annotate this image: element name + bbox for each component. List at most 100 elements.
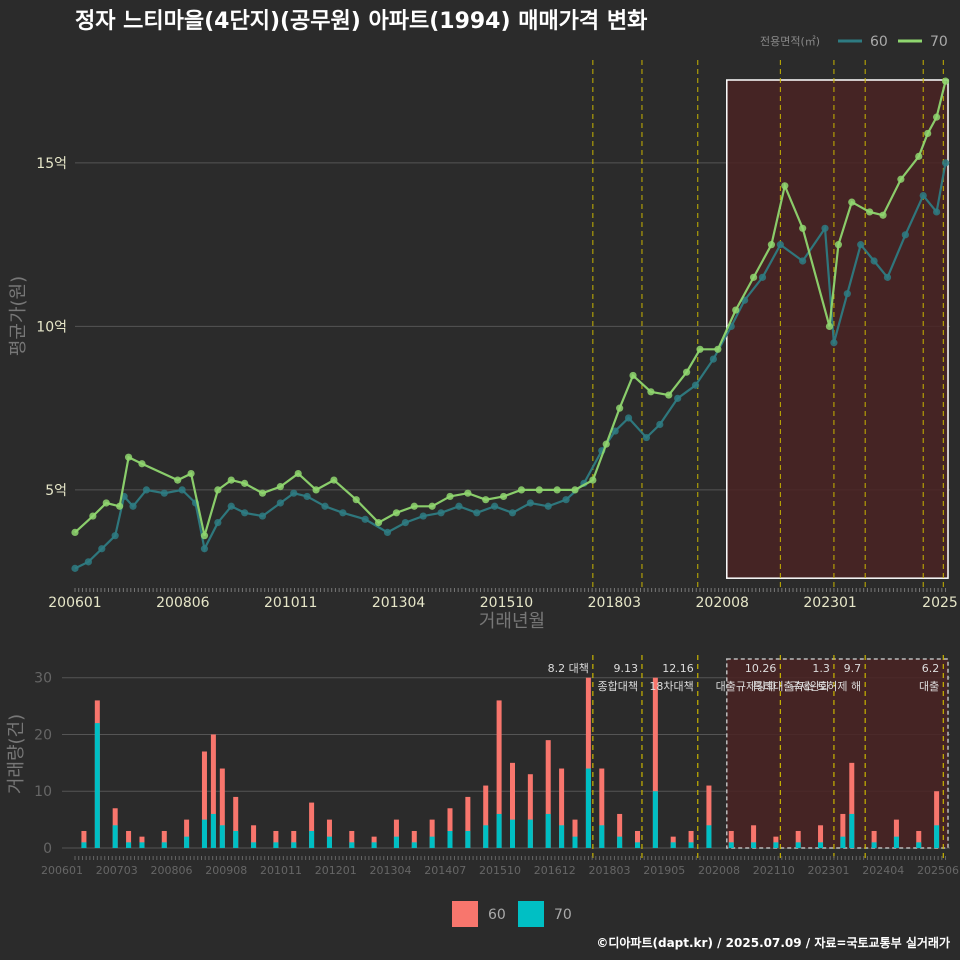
legend-title: 전용면적(㎡) bbox=[760, 35, 820, 48]
volume-bar-70 bbox=[934, 825, 940, 848]
price-x-tick-label: 201011 bbox=[264, 595, 317, 611]
volume-bar-70 bbox=[728, 842, 734, 848]
volume-bar-70 bbox=[139, 842, 145, 848]
volume-bar-60 bbox=[559, 768, 565, 848]
price-point-60 bbox=[258, 512, 267, 520]
price-point-70 bbox=[616, 404, 624, 412]
volume-bar-70 bbox=[309, 830, 315, 848]
volume-bar-70 bbox=[773, 842, 779, 848]
volume-bar-60 bbox=[728, 830, 734, 848]
price-x-tick-label: 200601 bbox=[48, 595, 101, 611]
volume-bar-60 bbox=[688, 830, 694, 848]
volume-bar-70 bbox=[559, 825, 565, 848]
volume-bar-70 bbox=[94, 723, 100, 848]
policy-annotation-date: 12.16 bbox=[662, 662, 694, 675]
price-point-60 bbox=[142, 486, 151, 494]
price-point-70 bbox=[330, 476, 338, 484]
price-point-60 bbox=[227, 502, 235, 510]
volume-x-tick-label: 202008 bbox=[698, 864, 740, 877]
volume-x-tick-label: 202301 bbox=[808, 864, 850, 877]
price-point-70 bbox=[553, 486, 561, 494]
volume-bar-60 bbox=[818, 825, 824, 848]
volume-bar-60 bbox=[585, 677, 591, 848]
price-point-60 bbox=[290, 489, 298, 497]
volume-bar-60 bbox=[233, 796, 239, 848]
price-point-70 bbox=[602, 440, 610, 448]
volume-bar-70 bbox=[635, 842, 640, 848]
volume-x-tick-label: 201510 bbox=[479, 864, 521, 877]
volume-bar-60 bbox=[273, 830, 279, 848]
policy-annotation-label: 대출 bbox=[919, 680, 939, 693]
volume-bar-70 bbox=[572, 836, 578, 848]
volume-x-tick-label: 200601 bbox=[41, 864, 83, 877]
volume-bar-70 bbox=[599, 825, 605, 848]
volume-highlight-region bbox=[726, 658, 949, 849]
price-point-70 bbox=[879, 211, 887, 219]
volume-bar-70 bbox=[706, 825, 712, 848]
price-point-60 bbox=[401, 519, 409, 527]
price-point-70 bbox=[825, 322, 834, 331]
price-point-60 bbox=[200, 545, 209, 553]
volume-bar-60 bbox=[916, 830, 922, 848]
price-point-70 bbox=[294, 469, 302, 478]
volume-bar-70 bbox=[126, 842, 132, 848]
volume-bar-60 bbox=[670, 836, 676, 848]
price-point-70 bbox=[665, 391, 673, 399]
volume-bar-70 bbox=[849, 813, 855, 848]
price-point-60 bbox=[933, 208, 941, 216]
volume-bar-70 bbox=[291, 842, 297, 848]
price-x-tick-label: 202301 bbox=[803, 595, 856, 611]
price-policy-lines bbox=[592, 60, 944, 588]
price-point-60 bbox=[821, 224, 829, 232]
volume-bar-70 bbox=[201, 819, 207, 848]
price-point-70 bbox=[834, 241, 842, 249]
price-point-60 bbox=[303, 492, 311, 501]
price-point-70 bbox=[71, 528, 79, 537]
legend-bar-label-70: 70 bbox=[554, 907, 572, 923]
policy-annotation-date: 1.3 bbox=[812, 662, 830, 675]
policy-annotation-date: 9.7 bbox=[844, 662, 862, 675]
price-y-tick-label: 10억 bbox=[36, 319, 67, 335]
price-point-60 bbox=[544, 502, 552, 510]
volume-bar-70 bbox=[81, 842, 87, 848]
volume-x-tick-label: 201612 bbox=[534, 864, 576, 877]
price-point-70 bbox=[933, 113, 941, 121]
volume-bar-60 bbox=[465, 796, 471, 848]
price-x-tick-label: 2025 bbox=[922, 595, 958, 611]
policy-annotation-date: 9.13 bbox=[613, 662, 638, 675]
price-line-60 bbox=[74, 162, 947, 570]
price-point-60 bbox=[129, 502, 137, 510]
volume-bar-70 bbox=[465, 830, 471, 848]
volume-x-tick-label: 201304 bbox=[370, 864, 412, 877]
price-point-70 bbox=[629, 371, 637, 380]
price-y-axis-title: 평균가(원) bbox=[8, 276, 29, 356]
price-point-60 bbox=[691, 381, 700, 389]
price-point-70 bbox=[89, 512, 97, 520]
price-point-70 bbox=[138, 460, 146, 468]
price-point-60 bbox=[830, 339, 838, 347]
price-point-60 bbox=[611, 427, 619, 435]
price-point-60 bbox=[674, 394, 682, 402]
volume-bar-70 bbox=[652, 791, 658, 848]
volume-bar-60 bbox=[411, 830, 417, 848]
volume-bar-70 bbox=[585, 768, 591, 848]
price-point-60 bbox=[562, 496, 570, 504]
volume-bar-70 bbox=[371, 842, 377, 848]
price-point-60 bbox=[799, 257, 807, 265]
price-point-70 bbox=[647, 388, 655, 396]
volume-bar-60 bbox=[871, 830, 877, 848]
price-point-70 bbox=[897, 175, 905, 183]
volume-bars bbox=[81, 677, 940, 848]
volume-bar-70 bbox=[840, 836, 846, 848]
policy-annotation-label: 대출규제강화 bbox=[716, 680, 777, 693]
price-point-70 bbox=[749, 273, 758, 281]
volume-bar-60 bbox=[496, 700, 502, 848]
policy-annotation-date: 8.2 대책 bbox=[548, 662, 589, 675]
price-point-60 bbox=[883, 273, 892, 281]
volume-bar-70 bbox=[617, 836, 623, 848]
price-point-60 bbox=[111, 532, 119, 540]
price-point-60 bbox=[919, 192, 927, 200]
volume-bar-70 bbox=[411, 842, 417, 848]
price-point-60 bbox=[321, 502, 329, 510]
